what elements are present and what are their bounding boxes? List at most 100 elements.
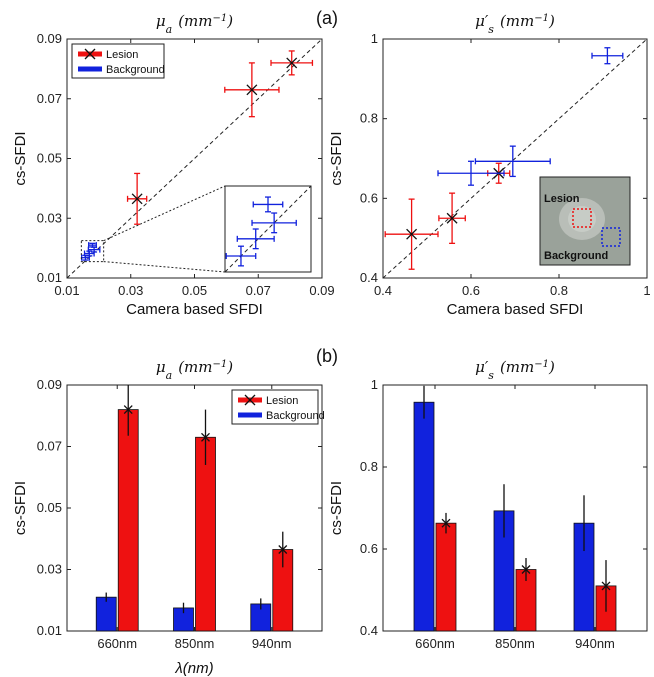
x-tick-label: 0.4 xyxy=(374,283,392,298)
lesion-marker xyxy=(441,518,451,528)
x-tick-label: 850nm xyxy=(175,636,215,651)
inset-identity-line xyxy=(224,185,312,273)
y-tick-label: 0.05 xyxy=(37,151,62,166)
y-tick-label: 0.05 xyxy=(37,500,62,515)
lesion-marker xyxy=(84,48,96,60)
lesion-marker xyxy=(601,581,611,591)
lesion-marker xyxy=(286,57,298,69)
title-main: μ xyxy=(156,358,166,376)
legend-entry: Lesion xyxy=(266,395,298,407)
x-tick-label: 660nm xyxy=(415,636,455,651)
chart-title: μa (mm−1) xyxy=(156,12,233,36)
title-main: μ′ xyxy=(475,12,489,30)
y-tick-label: 0.03 xyxy=(37,562,62,577)
lesion-marker xyxy=(246,84,258,96)
title-sub: s xyxy=(488,23,494,36)
legend-box xyxy=(71,43,165,79)
lesion-marker xyxy=(244,394,256,406)
chart-a-right: μ′s (mm−1) 0.4 0.6 0.8 1 0.4 0.6 0.8 1 cs-SFDI Came… xyxy=(328,12,651,318)
y-tick-label: 0.07 xyxy=(37,91,62,106)
title-close: ) xyxy=(548,358,555,376)
y-tick-label: 0.07 xyxy=(37,439,62,454)
x-tick-label: 940nm xyxy=(575,636,615,651)
title-unit: (mm xyxy=(500,12,534,30)
chart-title: μ′s (mm−1) xyxy=(475,12,555,36)
chart-b-right: μ′s (mm−1) 0.4 0.6 0.8 1 cs-SFDI 660nm 850nm 940n… xyxy=(328,358,648,651)
lesion-marker xyxy=(521,565,531,574)
panel-label-b: (b) xyxy=(316,346,338,366)
y-tick-label: 1 xyxy=(371,377,378,392)
lesion-marker xyxy=(131,193,143,205)
title-exp: −1 xyxy=(534,13,549,24)
inset-lesion-label: Lesion xyxy=(544,193,580,205)
title-main: μ′ xyxy=(475,358,489,376)
panel-label-a: (a) xyxy=(316,8,338,28)
x-tick-label: 0.07 xyxy=(246,283,271,298)
bar-lesion xyxy=(435,522,457,632)
y-tick-label: 0.8 xyxy=(360,111,378,126)
x-axis-label: Camera based SFDI xyxy=(126,301,263,318)
bar-background xyxy=(95,596,117,632)
title-exp: −1 xyxy=(213,13,228,24)
charts-group: μa (mm−1)0.010.030.050.070.090.01 0.03 0.05… xyxy=(12,12,651,677)
x-tick-label: 0.8 xyxy=(550,283,568,298)
y-tick-label: 0.4 xyxy=(360,270,378,285)
y-tick-label: 0.6 xyxy=(360,190,378,205)
inset-background-label: Background xyxy=(544,250,608,262)
zoom-region xyxy=(80,240,105,263)
x-tick-label: 850nm xyxy=(495,636,535,651)
x-tick-label: 940nm xyxy=(252,636,292,651)
lesion-roi xyxy=(572,208,592,228)
identity-line xyxy=(382,38,648,279)
title-exp: −1 xyxy=(213,359,228,370)
title-sub: a xyxy=(166,369,173,382)
x-tick-label: 0.01 xyxy=(54,283,79,298)
y-tick-label: 1 xyxy=(371,31,378,46)
legend-entry: Background xyxy=(266,410,325,422)
bar-lesion xyxy=(195,436,216,632)
title-close: ) xyxy=(226,358,233,376)
bar-lesion xyxy=(117,409,139,632)
y-tick-label: 0.01 xyxy=(37,270,62,285)
chart-title: μa (mm−1) xyxy=(156,358,233,382)
legend-box xyxy=(231,389,319,425)
y-tick-label: 0.03 xyxy=(37,210,62,225)
background-roi xyxy=(601,227,621,247)
y-tick-label: 0.09 xyxy=(37,377,62,392)
x-tick-label: 1 xyxy=(643,283,650,298)
lesion-marker xyxy=(406,228,418,240)
bar-background xyxy=(413,401,435,632)
title-exp: −1 xyxy=(534,359,549,370)
title-main: μ xyxy=(156,12,166,30)
y-axis-label: cs-SFDI xyxy=(12,131,29,185)
legend-entry: Lesion xyxy=(106,49,138,61)
title-close: ) xyxy=(226,12,233,30)
title-close: ) xyxy=(548,12,555,30)
x-tick-label: 0.03 xyxy=(118,283,143,298)
x-axis-label: Camera based SFDI xyxy=(447,301,584,318)
lesion-marker xyxy=(123,405,133,415)
plot-frame xyxy=(382,38,648,279)
title-unit: (mm xyxy=(178,12,212,30)
legend-entry: Background xyxy=(106,64,165,76)
y-axis-label: cs-SFDI xyxy=(12,481,29,535)
lesion-marker xyxy=(201,432,210,442)
y-tick-label: 0.6 xyxy=(360,541,378,556)
identity-line xyxy=(66,38,323,279)
x-tick-label: 660nm xyxy=(97,636,137,651)
lesion-marker xyxy=(278,545,288,554)
lesion-core xyxy=(568,206,596,232)
x-tick-label: 0.6 xyxy=(462,283,480,298)
x-tick-label: 0.05 xyxy=(182,283,207,298)
x-tick-label: 0.09 xyxy=(309,283,334,298)
chart-title: μ′s (mm−1) xyxy=(475,358,555,382)
y-tick-label: 0.8 xyxy=(360,459,378,474)
title-unit: (mm xyxy=(178,358,212,376)
chart-b-left: μa (mm−1) 0.01 0.03 0.05 0.07 0.09 cs-SFDI λ(nm)… xyxy=(12,358,325,677)
y-tick-label: 0.01 xyxy=(37,623,62,638)
chart-a-left: μa (mm−1) 0.01 0.03 0.05 0.07 0.09 0.01 0.03 0.05… xyxy=(12,12,335,318)
title-unit: (mm xyxy=(500,358,534,376)
y-axis-label: cs-SFDI xyxy=(328,131,345,185)
title-sub: s xyxy=(488,369,494,382)
